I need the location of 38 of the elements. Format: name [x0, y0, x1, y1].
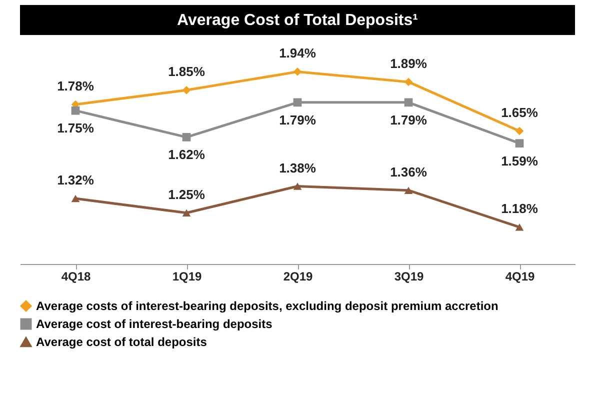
point [515, 224, 524, 231]
data-label: 1.89% [390, 56, 428, 71]
point [71, 106, 80, 115]
legend-label: Average costs of interest-bearing deposits, excluding deposit premium accretion [36, 299, 498, 313]
point [515, 139, 524, 148]
point [293, 182, 302, 190]
x-tick-label: 3Q19 [394, 270, 424, 284]
legend-label: Average cost of total deposits [36, 335, 208, 349]
point [404, 78, 413, 86]
point [293, 68, 302, 76]
data-label: 1.79% [390, 112, 428, 128]
x-tick-label: 4Q18 [61, 270, 91, 284]
data-label: 1.62% [168, 147, 206, 162]
data-label: 1.18% [501, 201, 538, 216]
data-label: 1.25% [168, 186, 206, 202]
data-label: 1.78% [57, 78, 94, 94]
point [404, 98, 413, 107]
data-label: 1.94% [279, 46, 316, 61]
point [515, 126, 524, 136]
point [182, 86, 191, 94]
x-tick-label: 2Q19 [283, 270, 313, 284]
data-label: 1.65% [501, 105, 538, 120]
point [404, 186, 413, 194]
x-tick-label: 4Q19 [505, 270, 535, 284]
point [293, 98, 302, 107]
point [182, 209, 191, 216]
data-label: 1.85% [168, 64, 206, 80]
x-tick-label: 1Q19 [172, 270, 202, 284]
legend-label: Average cost of interest-bearing deposits [36, 317, 273, 331]
data-label: 1.59% [501, 153, 538, 168]
point [182, 133, 191, 142]
data-label: 1.32% [57, 172, 94, 188]
chart-title: Average Cost of Total Deposits¹ [177, 12, 418, 29]
point [71, 194, 80, 202]
data-label: 1.38% [279, 160, 316, 176]
data-label: 1.79% [279, 112, 316, 128]
data-label: 1.75% [57, 120, 94, 136]
data-label: 1.36% [390, 164, 428, 180]
